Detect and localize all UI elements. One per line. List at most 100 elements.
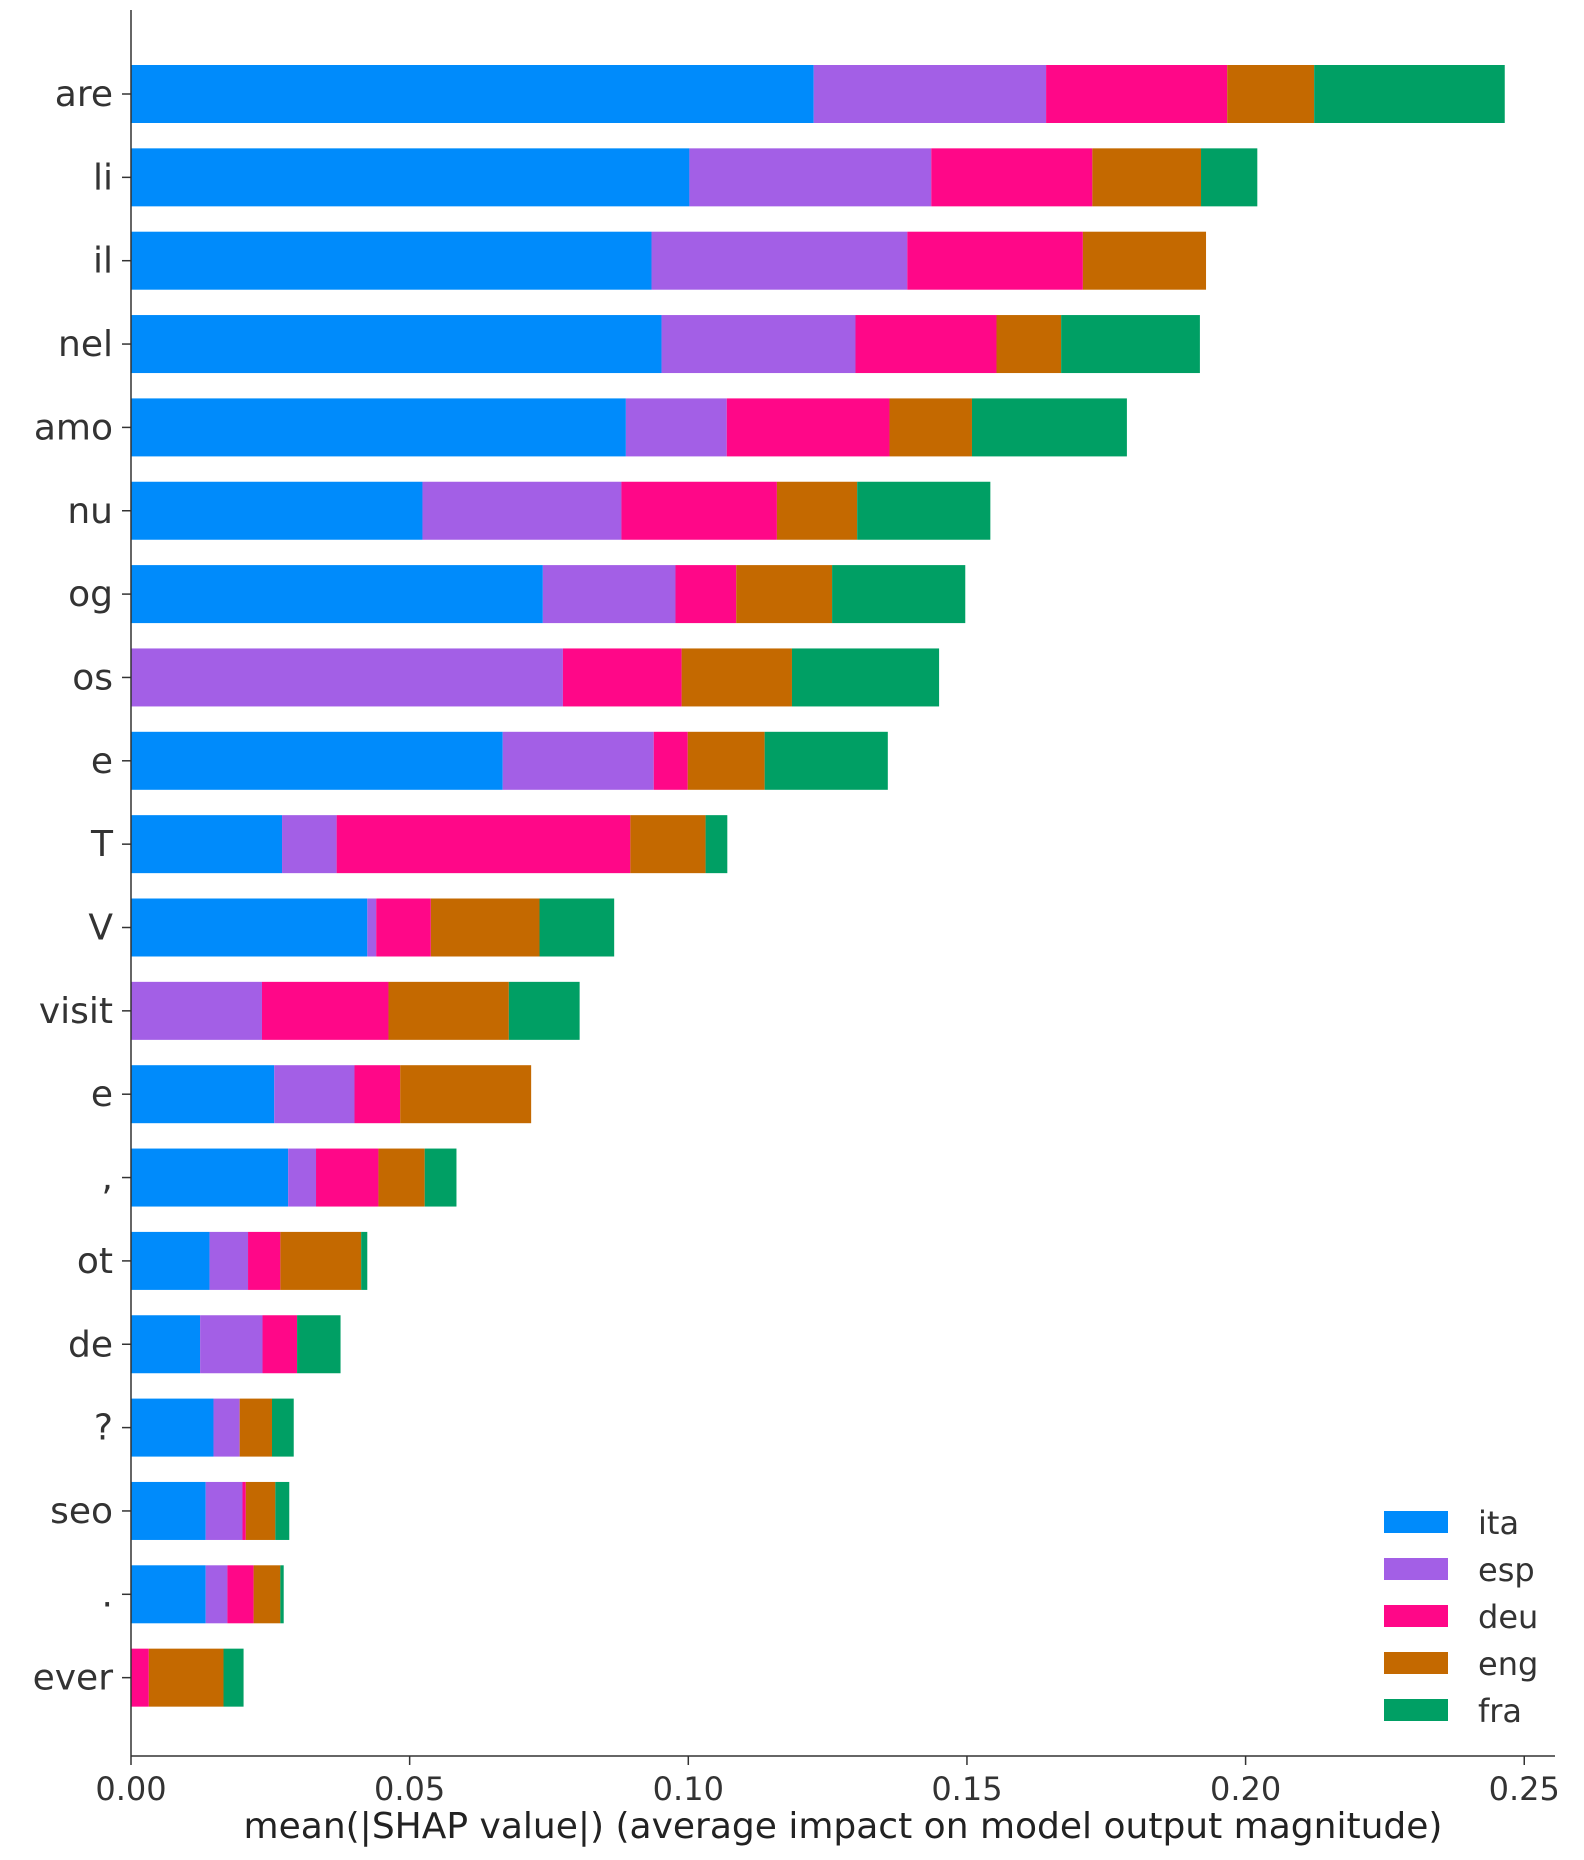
y-tick-label-0: are [55,74,113,115]
bar-segment-esp-9 [282,815,337,874]
bar-segment-ita-1 [131,148,690,207]
bar-segment-eng-8 [687,731,765,790]
bar-segment-esp-1 [689,148,932,207]
y-tick-label-9: T [90,824,114,865]
bar-segment-deu-9 [336,815,631,874]
bar-segment-deu-5 [621,481,777,540]
bar-segment-esp-15 [200,1315,263,1374]
bar-segment-eng-9 [630,815,706,874]
legend: ita esp deu eng fra [1384,1504,1538,1730]
y-tick-label-2: il [93,241,113,282]
x-tick-label-3: 0.15 [931,1770,1002,1808]
bar-segment-deu-10 [376,898,431,957]
bar-segment-ita-13 [131,1148,289,1207]
y-tick-label-13: , [102,1158,113,1199]
bar-segment-ita-2 [131,231,652,290]
bar-segment-ita-6 [131,565,543,624]
bar-segment-deu-15 [262,1315,298,1374]
bar-segment-esp-14 [209,1231,249,1290]
y-tick-label-17: seo [50,1491,113,1532]
bar-segment-eng-6 [736,565,833,624]
bar-segment-eng-14 [280,1231,362,1290]
bar-segment-esp-5 [422,481,622,540]
bar-segment-deu-18 [227,1565,254,1624]
bar-segment-deu-7 [562,648,682,707]
legend-swatch-deu [1384,1605,1448,1627]
bar-segment-fra-17 [275,1481,290,1540]
bar-segment-deu-19 [131,1648,149,1707]
bar-segment-ita-17 [131,1481,206,1540]
bar-segment-fra-13 [424,1148,457,1207]
y-tick-label-5: nu [67,491,113,532]
bar-segment-eng-4 [889,398,972,457]
bar-segment-fra-5 [857,481,991,540]
legend-label-esp: esp [1478,1551,1535,1589]
bar-segment-ita-9 [131,815,283,874]
y-tick-label-6: og [68,574,113,615]
bar-segment-fra-14 [361,1231,368,1290]
y-tick-label-15: de [68,1324,113,1365]
bar-segment-esp-2 [651,231,908,290]
y-tick-label-1: li [93,157,113,198]
bar-segment-fra-18 [280,1565,284,1624]
bar-segment-ita-5 [131,481,423,540]
bar-segment-ita-18 [131,1565,206,1624]
bar-segment-esp-13 [288,1148,317,1207]
bars-layer [131,65,1505,1707]
x-tick-label-0: 0.00 [95,1770,166,1808]
bar-segment-ita-15 [131,1315,201,1374]
bar-segment-esp-0 [813,65,1047,123]
x-tick-label-5: 0.25 [1489,1770,1560,1808]
bar-segment-esp-10 [367,898,377,957]
bar-segment-esp-7 [131,648,563,707]
y-tick-label-8: e [91,741,113,782]
y-tick-label-7: os [72,657,113,698]
bar-segment-fra-9 [705,815,728,874]
legend-swatch-ita [1384,1511,1448,1533]
y-tick-label-16: ? [94,1408,113,1449]
bar-segment-ita-3 [131,315,662,374]
bar-segment-esp-8 [502,731,654,790]
bar-segment-eng-10 [430,898,540,957]
bar-segment-ita-14 [131,1231,210,1290]
legend-swatch-eng [1384,1652,1448,1674]
bar-segment-deu-14 [248,1231,281,1290]
bar-segment-deu-11 [261,981,389,1040]
legend-label-eng: eng [1478,1645,1538,1683]
bar-segment-fra-16 [272,1398,294,1457]
y-tick-label-18: . [102,1574,113,1615]
bar-segment-eng-17 [245,1481,276,1540]
x-tick-label-2: 0.10 [653,1770,724,1808]
bar-segment-deu-0 [1046,65,1228,123]
y-tick-label-12: e [91,1074,113,1115]
x-axis-label: mean(|SHAP value|) (average impact on mo… [244,1806,1443,1847]
bar-segment-deu-4 [726,398,890,457]
legend-label-ita: ita [1478,1504,1519,1542]
bar-segment-deu-6 [675,565,737,624]
legend-swatch-fra [1384,1699,1448,1721]
bar-segment-fra-7 [791,648,940,707]
bar-segment-fra-1 [1201,148,1258,207]
bar-segment-eng-11 [388,981,509,1040]
bar-segment-esp-6 [542,565,676,624]
bar-segment-deu-12 [354,1065,401,1124]
bar-segment-ita-12 [131,1065,275,1124]
bar-segment-ita-0 [131,65,814,123]
bar-segment-eng-13 [378,1148,425,1207]
bar-segment-eng-5 [776,481,858,540]
bar-segment-deu-17 [242,1481,246,1540]
bar-segment-ita-16 [131,1398,214,1457]
legend-swatch-esp [1384,1558,1448,1580]
bar-segment-eng-19 [148,1648,224,1707]
bar-segment-ita-10 [131,898,368,957]
bar-segment-ita-8 [131,731,503,790]
bar-segment-fra-11 [508,981,580,1040]
y-tick-label-11: visit [39,991,113,1032]
bar-segment-esp-17 [205,1481,243,1540]
bar-segment-eng-3 [996,315,1062,374]
bar-segment-deu-2 [907,231,1083,290]
bar-segment-eng-1 [1092,148,1202,207]
bar-segment-fra-15 [297,1315,341,1374]
y-tick-label-10: V [88,908,113,949]
